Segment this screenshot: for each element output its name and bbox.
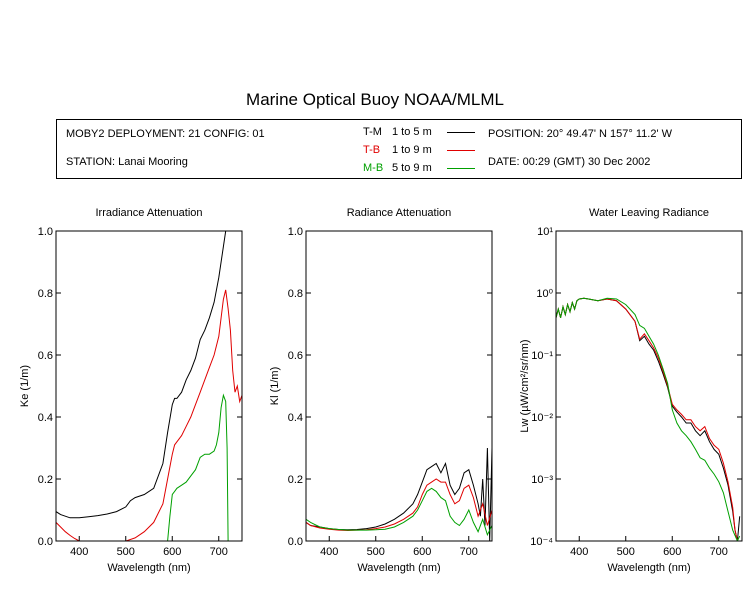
- chart2-xtick-label: 500: [367, 546, 385, 558]
- chart3-series-m-b: [556, 297, 741, 541]
- chart1-xtick-label: 600: [163, 546, 181, 558]
- chart2-ytick-label: 1.0: [288, 226, 303, 238]
- chart2-ytick-label: 0.2: [288, 474, 303, 486]
- legend-code-t-b: T-B: [363, 144, 381, 156]
- chart3-group: Water Leaving Radiance 400 500 600 700 10⁻⁴ 10…: [519, 207, 743, 574]
- position-text: POSITION: 20° 49.47' N 157° 11.2' W: [488, 128, 672, 140]
- chart2-group: Radiance Attenuation 400 500 600 700 0.0 0.2 0.…: [269, 207, 493, 574]
- chart3-xtick-label: 500: [617, 546, 635, 558]
- chart2-frame: [305, 230, 493, 542]
- legend-range-t-b: 1 to 9 m: [392, 144, 432, 156]
- chart3-ytick-label: 10⁻³: [531, 474, 553, 486]
- legend-range-t-m: 1 to 5 m: [392, 126, 432, 138]
- chart3-xtick-label: 700: [710, 546, 728, 558]
- chart1-ytick-label: 1.0: [38, 226, 53, 238]
- legend-code-m-b: M-B: [363, 162, 384, 174]
- chart3-ytick-label: 10⁻²: [531, 412, 553, 424]
- chart2-xtick-label: 700: [460, 546, 478, 558]
- chart2-series-t-b: [306, 478, 492, 532]
- legend-code-t-m: T-M: [363, 126, 382, 138]
- deployment-text: MOBY2 DEPLOYMENT: 21 CONFIG: 01: [66, 128, 265, 140]
- chart1-ytick-label: 0.8: [38, 288, 53, 300]
- chart3-ytick-label: 10⁰: [536, 288, 553, 300]
- chart1-title: Irradiance Attenuation: [95, 207, 202, 219]
- chart3-xlabel: Wavelength (nm): [607, 562, 690, 574]
- chart1-xtick-label: 400: [70, 546, 88, 558]
- chart3-series-t-b: [556, 297, 738, 541]
- chart3-ylabel: Lw (µW/cm²/sr/nm): [519, 339, 531, 432]
- chart1-ytick-label: 0.2: [38, 474, 53, 486]
- chart1-group: Irradiance Attenuation 400 500 600 700 0.0 0.2…: [19, 207, 243, 574]
- chart1-series-t-b: [56, 289, 242, 541]
- station-text: STATION: Lanai Mooring: [66, 156, 188, 168]
- chart1-xtick-label: 700: [210, 546, 228, 558]
- legend-line-t-b: [447, 150, 475, 151]
- info-box: MOBY2 DEPLOYMENT: 21 CONFIG: 01 STATION:…: [56, 119, 742, 179]
- chart2-ytick-label: 0.8: [288, 288, 303, 300]
- chart2-title: Radiance Attenuation: [347, 207, 452, 219]
- chart1-series-m-b: [167, 393, 229, 541]
- chart1-xlabel: Wavelength (nm): [107, 562, 190, 574]
- chart-main-title: Marine Optical Buoy NOAA/MLML: [246, 90, 504, 109]
- chart3-ytick-label: 10¹: [537, 226, 553, 238]
- chart2-series-m-b: [306, 487, 492, 537]
- legend-line-t-m: [447, 132, 475, 133]
- legend-range-m-b: 5 to 9 m: [392, 162, 432, 174]
- chart1-series-t-m: [56, 231, 227, 519]
- chart1-ytick-label: 0.4: [38, 412, 53, 424]
- chart1-ylabel: Ke (1/m): [19, 365, 31, 407]
- legend-line-m-b: [447, 168, 475, 169]
- chart3-ytick-label: 10⁻¹: [531, 350, 553, 362]
- chart2-xtick-label: 600: [413, 546, 431, 558]
- chart2-ytick-label: 0.4: [288, 412, 303, 424]
- chart3-ytick-label: 10⁻⁴: [530, 536, 553, 548]
- chart3-title: Water Leaving Radiance: [589, 207, 709, 219]
- chart2-series-t-m: [306, 447, 492, 541]
- chart2-ytick-label: 0.0: [288, 536, 303, 548]
- chart2-ylabel: Kl (1/m): [269, 367, 281, 406]
- chart2-xtick-label: 400: [320, 546, 338, 558]
- chart2-xlabel: Wavelength (nm): [357, 562, 440, 574]
- chart1-ytick-label: 0.6: [38, 350, 53, 362]
- chart1-frame: [55, 230, 243, 542]
- chart1-ytick-label: 0.0: [38, 536, 53, 548]
- chart3-xtick-label: 600: [663, 546, 681, 558]
- chart1-xtick-label: 500: [117, 546, 135, 558]
- date-text: DATE: 00:29 (GMT) 30 Dec 2002: [488, 156, 651, 168]
- chart3-frame: [555, 230, 743, 542]
- chart2-ytick-label: 0.6: [288, 350, 303, 362]
- chart3-xtick-label: 400: [570, 546, 588, 558]
